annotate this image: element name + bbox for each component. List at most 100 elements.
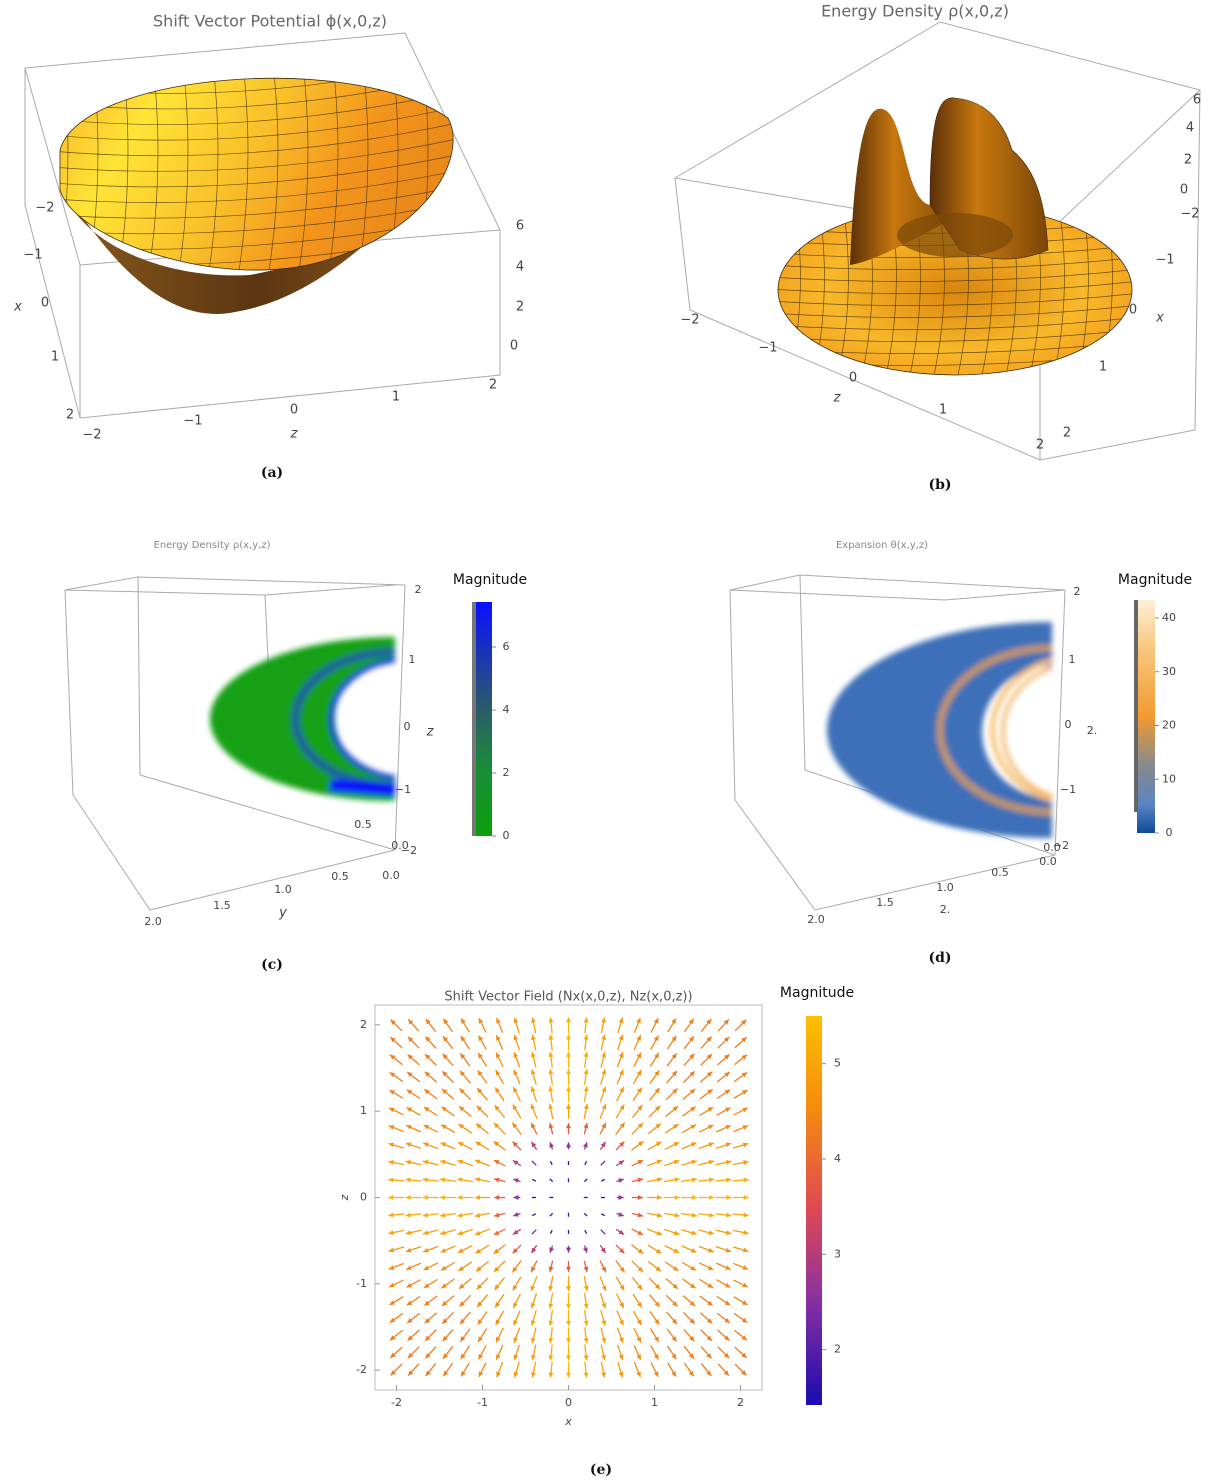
arrow: [493, 1212, 506, 1218]
arrow-head: [637, 1160, 644, 1165]
mesh-line: [379, 78, 399, 271]
arrow-head: [548, 1034, 554, 1040]
arrow: [699, 1088, 714, 1100]
arrow: [441, 1070, 455, 1084]
caption: (d): [928, 950, 951, 966]
arrow-head: [654, 1105, 661, 1112]
arrow: [700, 1053, 713, 1066]
tick-label: −2: [1180, 207, 1199, 222]
arrow-head: [440, 1230, 446, 1236]
arrow-head: [389, 1282, 395, 1288]
arrow-head: [477, 1319, 483, 1325]
arrow-head: [688, 1370, 694, 1377]
arrow: [477, 1070, 488, 1084]
arrow-head: [656, 1212, 663, 1218]
arrow: [440, 1142, 456, 1150]
arrow-head: [390, 1054, 396, 1060]
arrow-head: [422, 1230, 429, 1236]
arrow: [600, 1361, 606, 1378]
arrow: [715, 1262, 732, 1271]
arrow-head: [566, 1086, 571, 1092]
arrow: [530, 1034, 537, 1051]
tick-label: 2: [66, 408, 74, 423]
arrow: [566, 1086, 571, 1103]
arrow-head: [388, 1212, 394, 1218]
arrow-shaft: [531, 1213, 537, 1217]
arrow-head: [601, 1354, 607, 1361]
arrow: [407, 1018, 420, 1032]
arrow-head: [388, 1177, 394, 1183]
arrow-head: [388, 1160, 394, 1165]
arrow-head: [671, 1035, 677, 1042]
arrow: [494, 1087, 505, 1102]
arrow-head: [743, 1212, 749, 1218]
mesh-line: [199, 78, 219, 271]
arrow: [530, 1293, 538, 1309]
arrow-head: [389, 1317, 396, 1323]
surface-underside: [62, 118, 452, 314]
arrow-head: [583, 1285, 589, 1292]
arrow: [664, 1261, 679, 1272]
arrow-head: [548, 1372, 554, 1378]
arrow-head: [583, 1355, 589, 1361]
arrow: [715, 1246, 732, 1253]
arrow-head: [671, 1336, 677, 1342]
arrow: [512, 1159, 522, 1167]
arrow: [716, 1071, 731, 1083]
arrow: [531, 1178, 537, 1182]
arrow-head: [422, 1212, 429, 1218]
arrow: [389, 1296, 404, 1306]
arrow-head: [388, 1265, 395, 1270]
arrow-head: [513, 1319, 518, 1326]
arrow-head: [496, 1336, 501, 1343]
arrow: [715, 1177, 732, 1183]
arrow-head: [474, 1177, 481, 1183]
arrow-head: [689, 1318, 695, 1324]
arrow: [406, 1071, 421, 1083]
arrow-shaft: [549, 1212, 554, 1217]
arrow: [511, 1259, 522, 1273]
arrow-head: [707, 1107, 714, 1112]
colorbar-edge: [472, 602, 476, 836]
arrow: [700, 1329, 713, 1342]
arrow: [388, 1125, 404, 1133]
arrow-head: [582, 1247, 588, 1253]
arrow: [493, 1244, 507, 1255]
mesh-line: [60, 87, 454, 125]
arrow: [389, 1054, 403, 1066]
arrow-head: [600, 1247, 606, 1254]
arrow-head: [458, 1265, 465, 1271]
surface-plot-b: [674, 21, 1201, 461]
arrow: [647, 1141, 662, 1151]
arrow: [424, 1071, 438, 1083]
arrow-head: [390, 1019, 396, 1025]
arrow-head: [440, 1212, 446, 1218]
arrow-head: [459, 1088, 465, 1094]
tick-label: 0: [1180, 183, 1188, 198]
arrow-head: [405, 1195, 411, 1200]
arrow: [477, 1052, 488, 1067]
arrow-head: [425, 1335, 431, 1341]
arrow: [734, 1363, 747, 1376]
arrow: [733, 1089, 748, 1099]
arrow-shaft: [584, 1160, 588, 1166]
arrow: [664, 1141, 680, 1150]
arrow-head: [743, 1160, 749, 1165]
arrow-head: [583, 1086, 589, 1092]
arrow-head: [583, 1103, 589, 1110]
arrow-head: [548, 1285, 554, 1292]
arrow: [390, 1019, 403, 1032]
arrow: [530, 1344, 537, 1361]
arrow-head: [618, 1160, 625, 1166]
arrow: [494, 1195, 506, 1200]
arrow: [460, 1362, 470, 1377]
arrow: [616, 1195, 624, 1200]
arrow: [442, 1345, 454, 1360]
arrow-head: [512, 1141, 518, 1147]
arrow: [477, 1311, 488, 1325]
arrow: [388, 1195, 405, 1200]
arrow: [649, 1311, 660, 1325]
arrow: [647, 1195, 663, 1200]
arrow: [475, 1141, 490, 1151]
arrow-head: [566, 1034, 571, 1040]
